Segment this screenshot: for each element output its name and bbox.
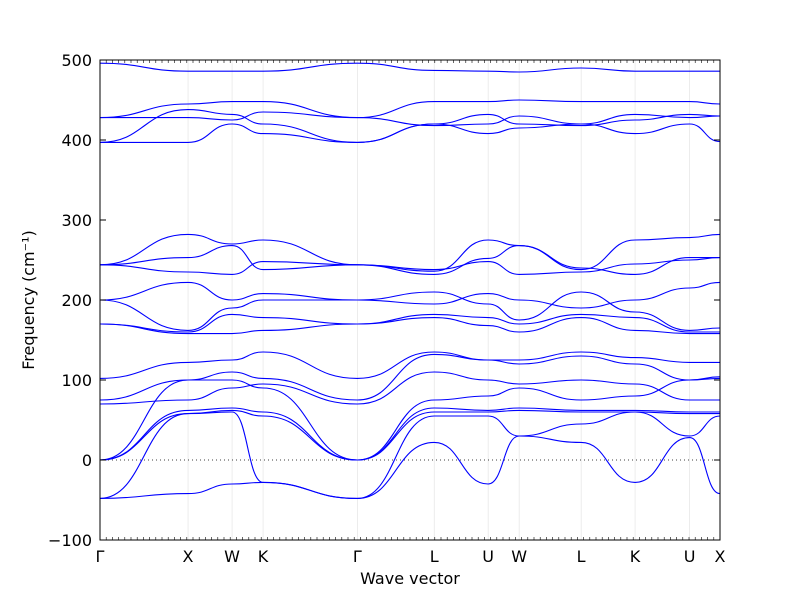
x-tick-label: X — [183, 547, 194, 566]
x-tick-label: L — [430, 547, 439, 566]
x-tick-label: W — [511, 547, 527, 566]
x-axis-label: Wave vector — [360, 569, 460, 588]
phonon-bands — [100, 62, 720, 499]
x-tick-label: Γ — [96, 547, 105, 566]
band-line-14 — [100, 245, 720, 275]
band-line-3 — [100, 409, 720, 461]
band-line-19 — [100, 99, 720, 119]
y-axis-label: Frequency (cm⁻¹) — [19, 230, 38, 369]
band-line-5 — [100, 377, 720, 461]
x-tick-label: K — [258, 547, 269, 566]
band-line-6 — [100, 371, 720, 405]
x-tick-label: X — [715, 547, 726, 566]
y-tick-label: 300 — [61, 211, 92, 230]
x-tick-label: U — [684, 547, 696, 566]
y-tick-label: −100 — [48, 531, 92, 550]
plot-frame — [99, 59, 721, 541]
band-line-18 — [100, 111, 720, 127]
band-line-7 — [100, 353, 720, 401]
band-line-8 — [100, 351, 720, 379]
band-line-1 — [100, 435, 720, 499]
band-line-20 — [100, 62, 720, 73]
band-line-12 — [100, 281, 720, 309]
y-tick-label: 400 — [61, 131, 92, 150]
x-tick-label: U — [482, 547, 494, 566]
x-tick-label: W — [224, 547, 240, 566]
x-tick-label: L — [577, 547, 586, 566]
x-tick-label: Γ — [353, 547, 362, 566]
band-line-15 — [100, 233, 720, 272]
x-tick-label: K — [630, 547, 641, 566]
band-line-9 — [100, 317, 720, 335]
y-tick-label: 0 — [82, 451, 92, 470]
band-line-10 — [100, 313, 720, 333]
band-line-4 — [100, 407, 720, 461]
y-tick-label: 500 — [61, 51, 92, 70]
y-tick-label: 100 — [61, 371, 92, 390]
y-tick-label: 200 — [61, 291, 92, 310]
y-axis-ticks: −100 0 100 200 300 400 500 — [48, 51, 720, 550]
band-line-11 — [100, 291, 720, 331]
band-line-17 — [100, 109, 720, 143]
